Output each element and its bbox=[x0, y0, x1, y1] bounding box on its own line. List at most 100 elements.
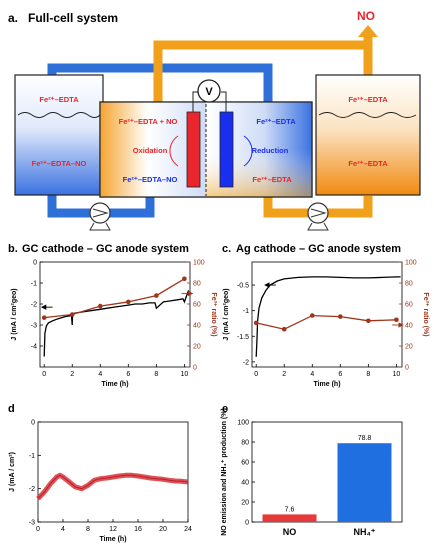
plot-frame bbox=[37, 421, 189, 523]
y-tick-label: -2 bbox=[243, 359, 249, 366]
bar-value-label: 78.8 bbox=[358, 435, 372, 442]
y-tick-label: -1.5 bbox=[237, 334, 249, 341]
y2-tick-label: 20 bbox=[193, 344, 201, 351]
y2-tick-label: 0 bbox=[193, 365, 197, 372]
series-point bbox=[281, 326, 287, 332]
y-axis-label: J (mA / cm²) bbox=[9, 452, 16, 492]
x-tick-label: 0 bbox=[36, 526, 40, 533]
chart-e-bar: 0 20 40 60 80 100 NO emission and NH₄⁺ product… bbox=[221, 408, 403, 537]
left-tank-top-label: Fe²⁺–EDTA bbox=[39, 95, 79, 104]
y-tick-label: 60 bbox=[241, 460, 249, 467]
panel-c-label: c. bbox=[222, 243, 231, 255]
panel-a-schematic: a. Full-cell system NO bbox=[8, 9, 421, 231]
x-tick-label: 8 bbox=[154, 371, 158, 378]
series-band bbox=[36, 472, 189, 501]
left-reservoir-tank: Fe²⁺–EDTA Fe²⁺–EDTA–NO bbox=[14, 74, 104, 196]
x-tick-label: 4 bbox=[310, 371, 314, 378]
y-tick-label: -3 bbox=[31, 323, 37, 330]
y2-tick-label: 80 bbox=[405, 281, 413, 288]
x-tick-label: 8 bbox=[366, 371, 370, 378]
series-line bbox=[44, 278, 185, 319]
plot-frame bbox=[251, 261, 403, 368]
y-tick-label: 80 bbox=[241, 440, 249, 447]
y2-tick-label: 100 bbox=[193, 260, 205, 267]
panel-a-label: a. bbox=[8, 11, 18, 25]
y-tick-label: -1 bbox=[31, 281, 37, 288]
no-vent-arrow-icon bbox=[358, 25, 378, 37]
chart-b-gc-cathode: 0 2 4 6 8 10 -4 -3 -2 -1 0 Time (h) J (mA / cm²geo) 0… bbox=[11, 260, 217, 389]
x-axis-label: Time (h) bbox=[101, 381, 128, 388]
y-tick-label: -1 bbox=[29, 453, 35, 460]
series-point bbox=[154, 293, 159, 298]
anode-electrode bbox=[186, 111, 201, 188]
no-label: NO bbox=[357, 9, 375, 23]
series-point bbox=[338, 314, 343, 319]
x-tick-label: 2 bbox=[282, 371, 286, 378]
cell-left-top-label: Fe²⁺–EDTA + NO bbox=[119, 117, 178, 126]
bar-value-label: 7.6 bbox=[285, 506, 295, 513]
reduction-arrow-icon bbox=[243, 135, 253, 167]
y2-tick-label: 100 bbox=[405, 260, 417, 267]
y-axis-label: J (mA / cm²geo) bbox=[11, 288, 18, 340]
series-point bbox=[41, 315, 47, 320]
cell-left-bottom-label: Fe²⁺–EDTA–NO bbox=[123, 175, 178, 184]
plot-frame bbox=[251, 421, 403, 523]
voltmeter-icon bbox=[197, 79, 221, 103]
oxidation-label: Oxidation bbox=[133, 146, 168, 155]
x-tick-label: 6 bbox=[338, 371, 342, 378]
right-tank-bottom-label: Fe³⁺–EDTA bbox=[348, 159, 388, 168]
series-line bbox=[43, 290, 190, 357]
y-tick-label: -2 bbox=[29, 486, 35, 493]
reduction-label: Reduction bbox=[252, 146, 289, 155]
panel-b-title: GC cathode – GC anode system bbox=[22, 243, 189, 255]
y-tick-label: 0 bbox=[245, 520, 249, 527]
series-line bbox=[256, 314, 397, 330]
y-tick-label: -2 bbox=[31, 302, 37, 309]
x-tick-label: 16 bbox=[134, 526, 142, 533]
x-tick-label: 2 bbox=[70, 371, 74, 378]
x-tick-label: 10 bbox=[392, 371, 400, 378]
panel-d-label: d bbox=[8, 403, 15, 415]
pump-icon bbox=[307, 202, 329, 231]
y-tick-label: 100 bbox=[237, 420, 249, 427]
cathode-electrode bbox=[219, 111, 234, 188]
orange-top-pipe bbox=[153, 40, 368, 118]
pump-icon bbox=[89, 202, 111, 231]
y-tick-label: 0 bbox=[33, 260, 37, 267]
x-tick-label: 8 bbox=[86, 526, 90, 533]
panel-c-title: Ag cathode – GC anode system bbox=[236, 243, 401, 255]
chart-d-stability: 0 4 8 12 16 20 24 -3 -2 -1 0 Time (h) J (mA / cm²) bbox=[9, 420, 192, 544]
oxidation-arrow-icon bbox=[169, 135, 179, 167]
right-reservoir-tank: Fe³⁺–EDTA Fe³⁺–EDTA bbox=[315, 74, 421, 196]
x-tick-label: 12 bbox=[109, 526, 117, 533]
category-label: NO bbox=[283, 527, 297, 537]
panel-e-label: e bbox=[222, 403, 228, 415]
series-point bbox=[182, 276, 187, 282]
y2-tick-label: 40 bbox=[193, 323, 201, 330]
y-axis-label: NO emission and NH₄⁺ production (%) bbox=[221, 408, 228, 536]
x-tick-label: 0 bbox=[254, 371, 258, 378]
series-line bbox=[255, 276, 401, 357]
chart-c-ag-cathode: 0 2 4 6 8 10 -2 -1.5 -1 -0.5 Time (h) J (mA / cm²ge… bbox=[223, 260, 429, 389]
y-tick-label: -3 bbox=[29, 520, 35, 527]
x-tick-label: 4 bbox=[98, 371, 102, 378]
series-point bbox=[366, 318, 371, 324]
bar bbox=[337, 443, 392, 522]
x-axis-label: Time (h) bbox=[99, 536, 126, 543]
right-tank-top-label: Fe³⁺–EDTA bbox=[348, 95, 388, 104]
category-label: NH₄⁺ bbox=[353, 527, 375, 537]
panel-a-title: Full-cell system bbox=[28, 11, 118, 25]
y2-tick-label: 40 bbox=[405, 323, 413, 330]
cathode-wire bbox=[221, 91, 227, 112]
y2-tick-label: 20 bbox=[405, 344, 413, 351]
electrochemical-cell: V Fe²⁺–EDTA + NO Oxidation Fe²⁺–EDTA–NO … bbox=[99, 79, 313, 198]
y-tick-label: -4 bbox=[31, 344, 37, 351]
y-tick-label: -1 bbox=[243, 308, 249, 315]
left-tank-bottom-label: Fe²⁺–EDTA–NO bbox=[32, 159, 87, 168]
series-point bbox=[69, 312, 75, 317]
panel-b-label: b. bbox=[8, 243, 18, 255]
anode-wire bbox=[192, 91, 198, 112]
x-tick-label: 20 bbox=[159, 526, 167, 533]
series-point bbox=[126, 299, 131, 305]
